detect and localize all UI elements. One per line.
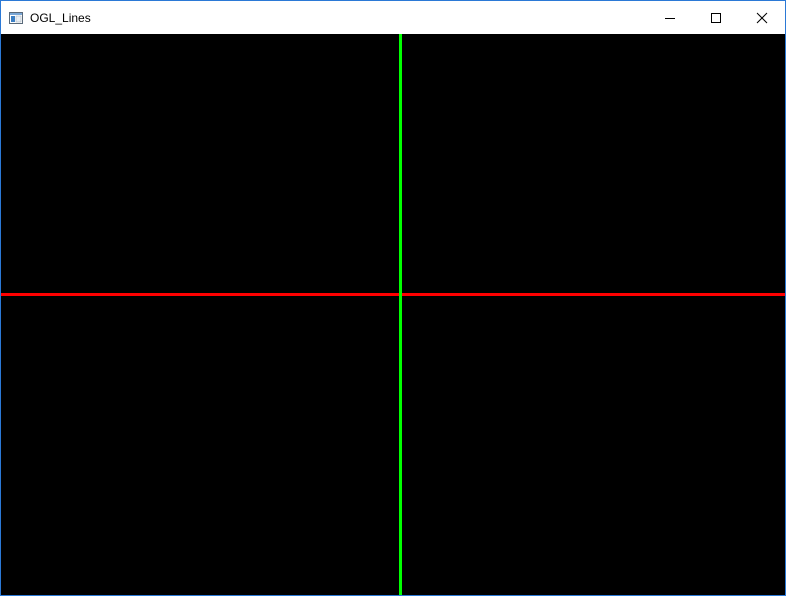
maximize-icon [711, 13, 721, 23]
minimize-icon [665, 18, 675, 19]
opengl-drawing-surface [1, 34, 785, 595]
window-title: OGL_Lines [30, 11, 91, 25]
application-window-icon [9, 12, 23, 24]
title-bar[interactable]: OGL_Lines [1, 1, 785, 34]
maximize-button[interactable] [693, 1, 739, 34]
close-button[interactable] [739, 1, 785, 34]
minimize-button[interactable] [647, 1, 693, 34]
opengl-canvas[interactable] [1, 34, 785, 595]
close-icon [756, 12, 768, 24]
